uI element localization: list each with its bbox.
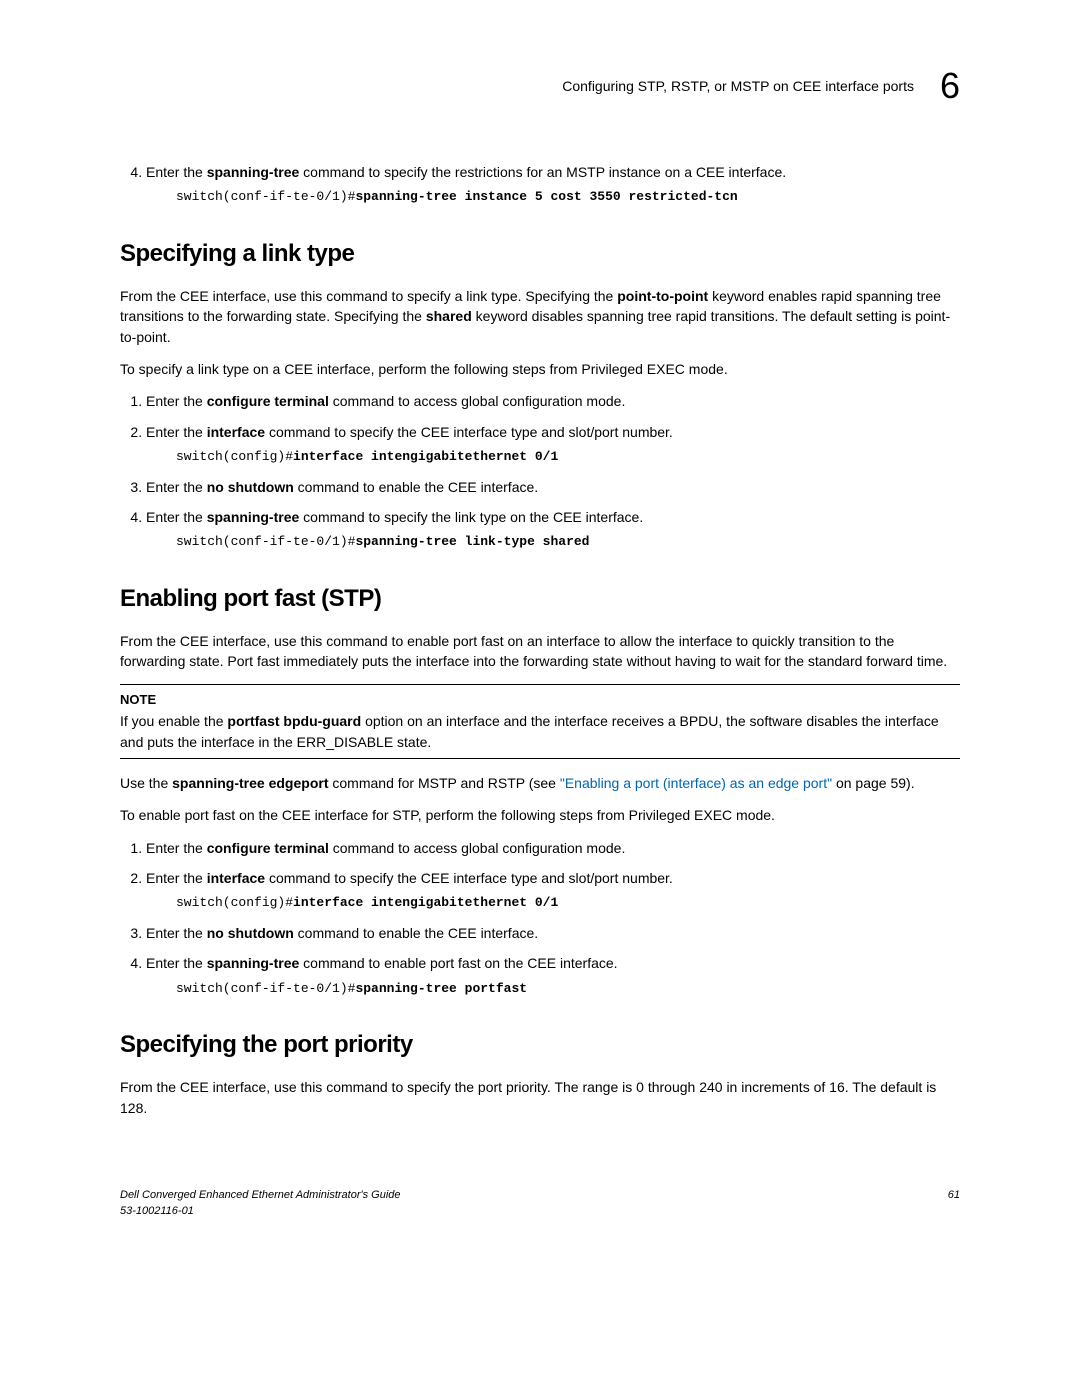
text: command to enable the CEE interface. <box>294 479 538 495</box>
text: Enter the <box>146 925 207 941</box>
command: spanning-tree link-type shared <box>355 534 589 549</box>
prompt: switch(config)# <box>176 449 293 464</box>
code-line: switch(conf-if-te-0/1)#spanning-tree ins… <box>176 188 960 207</box>
list-item: Enter the spanning-tree command to speci… <box>146 507 960 552</box>
intro-step-4: Enter the spanning-tree command to speci… <box>146 162 960 207</box>
text: Enter the <box>146 164 207 180</box>
text: command to access global configuration m… <box>329 840 626 856</box>
paragraph: To enable port fast on the CEE interface… <box>120 805 960 825</box>
list-item: Enter the spanning-tree command to enabl… <box>146 953 960 998</box>
code-line: switch(config)#interface intengigabiteth… <box>176 894 960 913</box>
text: on page 59). <box>832 775 915 791</box>
cmd-name: no shutdown <box>207 479 294 495</box>
text: If you enable the <box>120 713 227 729</box>
sec2-steps: Enter the configure terminal command to … <box>120 838 960 999</box>
doc-part-number: 53-1002116-01 <box>120 1204 401 1220</box>
text: Enter the <box>146 955 207 971</box>
cmd-name: interface <box>207 870 265 886</box>
keyword: portfast bpdu-guard <box>227 713 361 729</box>
page-header: Configuring STP, RSTP, or MSTP on CEE in… <box>120 60 960 112</box>
text: command to enable the CEE interface. <box>294 925 538 941</box>
text: command to enable port fast on the CEE i… <box>299 955 617 971</box>
paragraph: From the CEE interface, use this command… <box>120 286 960 347</box>
cmd-name: interface <box>207 424 265 440</box>
doc-title: Dell Converged Enhanced Ethernet Adminis… <box>120 1188 401 1204</box>
text: Enter the <box>146 840 207 856</box>
list-item: Enter the no shutdown command to enable … <box>146 477 960 497</box>
text: Enter the <box>146 424 207 440</box>
text: command for MSTP and RSTP (see <box>329 775 560 791</box>
text: Enter the <box>146 393 207 409</box>
text: command to specify the link type on the … <box>299 509 643 525</box>
list-item: Enter the configure terminal command to … <box>146 391 960 411</box>
text: Enter the <box>146 509 207 525</box>
list-item: Enter the interface command to specify t… <box>146 422 960 467</box>
cmd-name: no shutdown <box>207 925 294 941</box>
prompt: switch(conf-if-te-0/1)# <box>176 981 355 996</box>
list-item: Enter the no shutdown command to enable … <box>146 923 960 943</box>
chapter-number: 6 <box>940 60 960 112</box>
text: Use the <box>120 775 172 791</box>
code-line: switch(config)#interface intengigabiteth… <box>176 448 960 467</box>
text: command to specify the CEE interface typ… <box>265 424 673 440</box>
cmd-name: configure terminal <box>207 840 329 856</box>
page-footer: Dell Converged Enhanced Ethernet Adminis… <box>120 1188 960 1220</box>
header-title: Configuring STP, RSTP, or MSTP on CEE in… <box>562 76 914 96</box>
cross-ref-link[interactable]: "Enabling a port (interface) as an edge … <box>560 775 832 791</box>
command: spanning-tree instance 5 cost 3550 restr… <box>355 189 737 204</box>
text: From the CEE interface, use this command… <box>120 288 617 304</box>
intro-continued-list: Enter the spanning-tree command to speci… <box>120 162 960 207</box>
sec1-steps: Enter the configure terminal command to … <box>120 391 960 552</box>
cmd-name: spanning-tree <box>207 509 300 525</box>
paragraph: From the CEE interface, use this command… <box>120 631 960 672</box>
prompt: switch(conf-if-te-0/1)# <box>176 189 355 204</box>
cmd-name: configure terminal <box>207 393 329 409</box>
prompt: switch(config)# <box>176 895 293 910</box>
paragraph: Use the spanning-tree edgeport command f… <box>120 773 960 793</box>
section-port-priority-title: Specifying the port priority <box>120 1028 960 1063</box>
section-link-type-title: Specifying a link type <box>120 237 960 272</box>
footer-left: Dell Converged Enhanced Ethernet Adminis… <box>120 1188 401 1220</box>
paragraph: To specify a link type on a CEE interfac… <box>120 359 960 379</box>
command: interface intengigabitethernet 0/1 <box>293 449 558 464</box>
note-label: NOTE <box>120 691 960 710</box>
keyword: point-to-point <box>617 288 708 304</box>
text: command to access global configuration m… <box>329 393 626 409</box>
paragraph: From the CEE interface, use this command… <box>120 1077 960 1118</box>
cmd-name: spanning-tree <box>207 955 300 971</box>
keyword: shared <box>426 308 472 324</box>
list-item: Enter the interface command to specify t… <box>146 868 960 913</box>
page-number: 61 <box>948 1188 960 1220</box>
command: spanning-tree portfast <box>355 981 527 996</box>
text: command to specify the CEE interface typ… <box>265 870 673 886</box>
note-box: NOTE If you enable the portfast bpdu-gua… <box>120 684 960 759</box>
prompt: switch(conf-if-te-0/1)# <box>176 534 355 549</box>
text: Enter the <box>146 479 207 495</box>
command: interface intengigabitethernet 0/1 <box>293 895 558 910</box>
code-line: switch(conf-if-te-0/1)#spanning-tree por… <box>176 980 960 999</box>
text: command to specify the restrictions for … <box>299 164 786 180</box>
section-portfast-title: Enabling port fast (STP) <box>120 582 960 617</box>
code-line: switch(conf-if-te-0/1)#spanning-tree lin… <box>176 533 960 552</box>
cmd-name: spanning-tree <box>207 164 300 180</box>
text: Enter the <box>146 870 207 886</box>
list-item: Enter the configure terminal command to … <box>146 838 960 858</box>
cmd-name: spanning-tree edgeport <box>172 775 328 791</box>
